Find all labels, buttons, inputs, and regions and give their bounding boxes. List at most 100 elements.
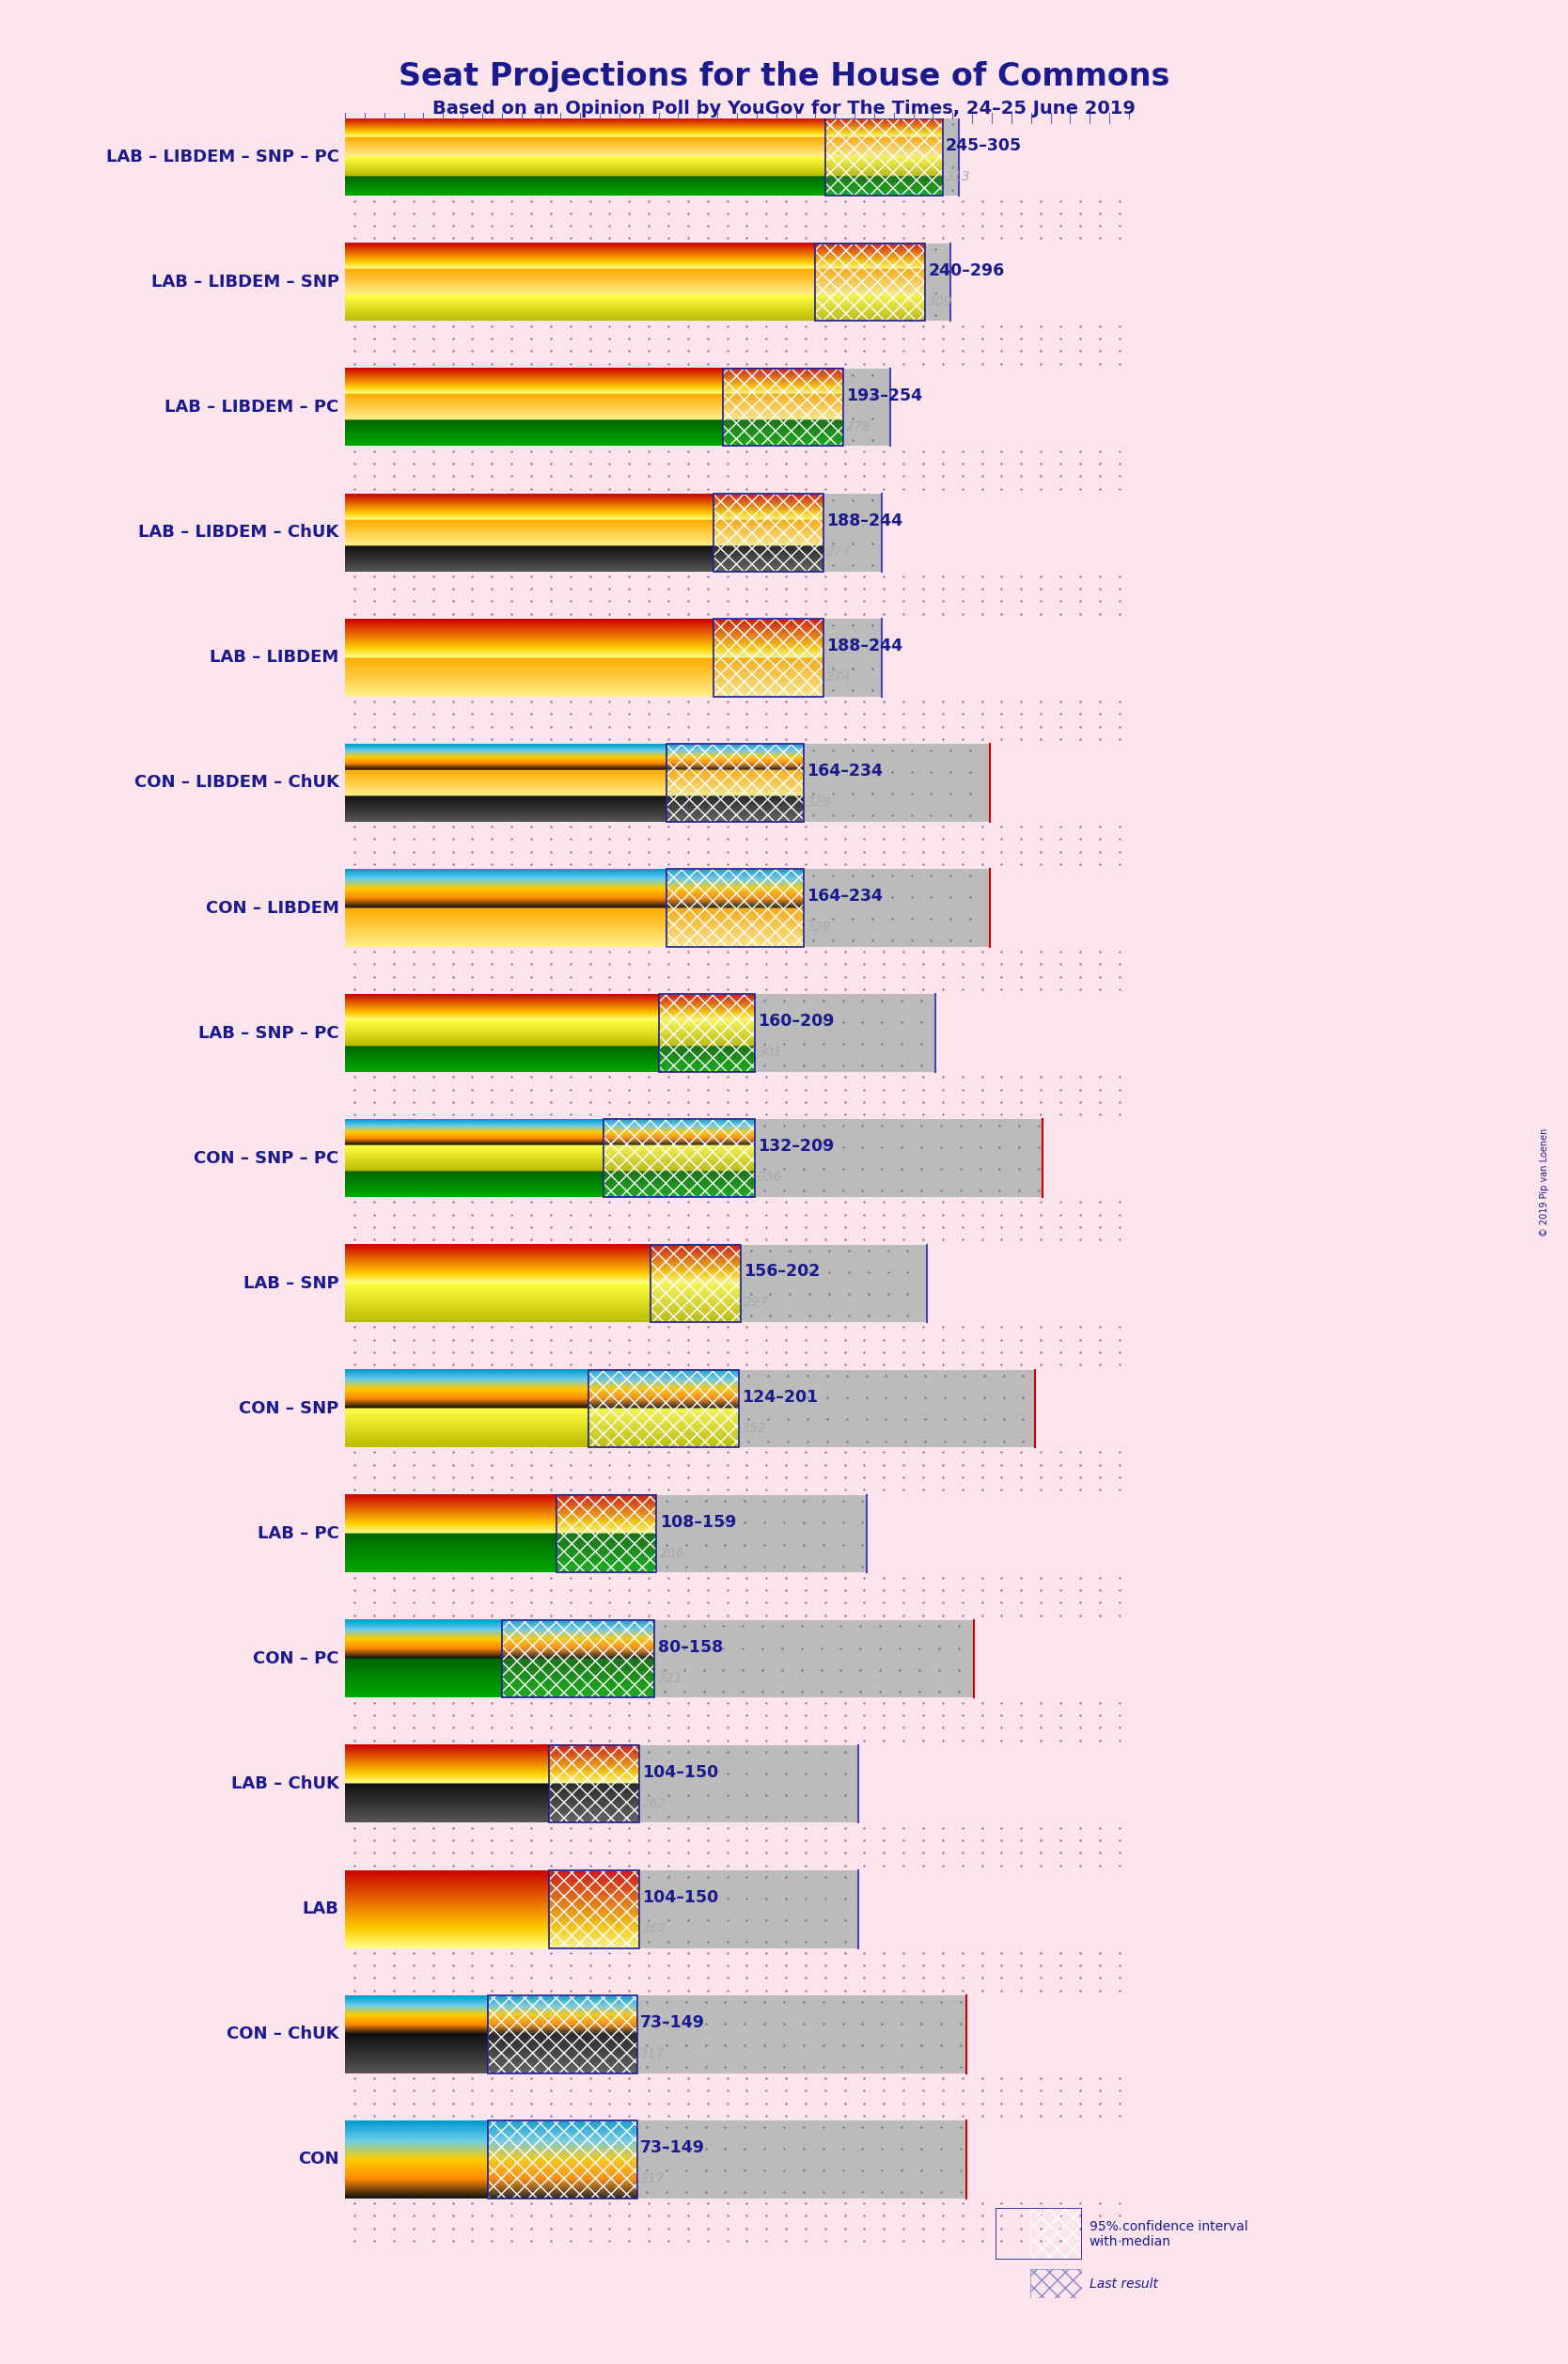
Bar: [345, 494, 881, 572]
Text: 309: 309: [928, 296, 953, 307]
Text: 240–296: 240–296: [928, 262, 1005, 279]
Text: 297: 297: [743, 1295, 768, 1310]
Bar: [345, 369, 889, 447]
Text: 104–150: 104–150: [641, 1889, 718, 1905]
Bar: [815, 243, 925, 322]
Text: 313: 313: [946, 170, 971, 182]
Text: LAB – PC: LAB – PC: [257, 1525, 339, 1541]
Text: CON – ChUK: CON – ChUK: [227, 2026, 339, 2042]
Text: 329: 329: [806, 920, 831, 934]
Text: LAB – ChUK: LAB – ChUK: [230, 1775, 339, 1792]
Bar: [723, 369, 844, 447]
Text: 164–234: 164–234: [806, 764, 883, 780]
Bar: [502, 1619, 655, 1697]
Bar: [345, 243, 950, 322]
Bar: [502, 1619, 655, 1697]
Text: LAB – LIBDEM – SNP – PC: LAB – LIBDEM – SNP – PC: [107, 149, 339, 165]
Text: 317: 317: [640, 2047, 665, 2061]
Bar: [345, 1870, 859, 1948]
Text: 188–244: 188–244: [826, 513, 903, 530]
Text: 104–150: 104–150: [641, 1764, 718, 1780]
Bar: [557, 1494, 657, 1572]
Bar: [345, 118, 958, 196]
Bar: [1030, 2208, 1082, 2260]
Text: 274: 274: [826, 671, 851, 683]
Text: 329: 329: [806, 797, 831, 808]
Text: CON – LIBDEM – ChUK: CON – LIBDEM – ChUK: [135, 775, 339, 792]
Bar: [345, 1494, 866, 1572]
Text: CON – PC: CON – PC: [252, 1650, 339, 1667]
Text: 274: 274: [826, 546, 851, 558]
Text: 108–159: 108–159: [660, 1513, 735, 1530]
Text: 124–201: 124–201: [742, 1388, 818, 1404]
Text: 301: 301: [757, 1045, 782, 1059]
Text: 164–234: 164–234: [806, 889, 883, 905]
Text: LAB – LIBDEM – ChUK: LAB – LIBDEM – ChUK: [138, 525, 339, 541]
Text: LAB – LIBDEM: LAB – LIBDEM: [210, 650, 339, 667]
Bar: [659, 995, 754, 1071]
Text: 321: 321: [657, 1671, 682, 1686]
Text: 352: 352: [742, 1421, 767, 1435]
Bar: [713, 494, 823, 572]
Bar: [345, 1619, 974, 1697]
Text: Last result: Last result: [1090, 2277, 1159, 2291]
Text: 262: 262: [641, 1922, 666, 1936]
Bar: [713, 619, 823, 697]
Bar: [549, 1870, 638, 1948]
Bar: [815, 243, 925, 322]
Bar: [549, 1745, 638, 1823]
Text: 132–209: 132–209: [757, 1137, 834, 1156]
Bar: [549, 1745, 638, 1823]
Text: 317: 317: [640, 2173, 665, 2184]
Bar: [488, 2121, 637, 2199]
Bar: [345, 870, 989, 946]
Bar: [666, 745, 803, 823]
Bar: [588, 1369, 739, 1447]
Bar: [345, 1995, 966, 2073]
Bar: [825, 118, 942, 196]
Bar: [588, 1369, 739, 1447]
Bar: [345, 619, 881, 697]
Bar: [666, 870, 803, 946]
Bar: [604, 1121, 754, 1196]
Bar: [604, 1121, 754, 1196]
Text: LAB – SNP: LAB – SNP: [243, 1274, 339, 1291]
Text: 193–254: 193–254: [845, 388, 922, 404]
Text: 278: 278: [845, 421, 870, 433]
Text: © 2019 Pip van Loenen: © 2019 Pip van Loenen: [1540, 1128, 1549, 1236]
Bar: [825, 118, 942, 196]
Bar: [345, 2121, 966, 2199]
Bar: [345, 995, 935, 1071]
Bar: [345, 1745, 859, 1823]
Bar: [488, 1995, 637, 2073]
Text: 73–149: 73–149: [640, 2014, 704, 2031]
Bar: [557, 1494, 657, 1572]
Bar: [666, 745, 803, 823]
Text: CON – LIBDEM: CON – LIBDEM: [205, 898, 339, 917]
Text: CON: CON: [298, 2151, 339, 2168]
Text: 73–149: 73–149: [640, 2139, 704, 2156]
Text: LAB: LAB: [303, 1901, 339, 1917]
Text: 245–305: 245–305: [946, 137, 1022, 154]
Bar: [713, 619, 823, 697]
Bar: [666, 870, 803, 946]
Bar: [651, 1243, 740, 1321]
Text: LAB – LIBDEM – PC: LAB – LIBDEM – PC: [165, 400, 339, 416]
Bar: [488, 2121, 637, 2199]
Bar: [1030, 2269, 1082, 2298]
Bar: [659, 995, 754, 1071]
Text: CON – SNP: CON – SNP: [240, 1399, 339, 1416]
Text: 156–202: 156–202: [743, 1262, 820, 1281]
Text: 160–209: 160–209: [757, 1012, 834, 1031]
Bar: [345, 1243, 927, 1321]
Bar: [345, 745, 989, 823]
Text: LAB – LIBDEM – SNP: LAB – LIBDEM – SNP: [151, 274, 339, 291]
Text: LAB – SNP – PC: LAB – SNP – PC: [199, 1024, 339, 1043]
Bar: [345, 1369, 1035, 1447]
Text: Based on an Opinion Poll by YouGov for The Times, 24–25 June 2019: Based on an Opinion Poll by YouGov for T…: [433, 99, 1135, 118]
Bar: [713, 494, 823, 572]
Text: CON – SNP – PC: CON – SNP – PC: [194, 1149, 339, 1168]
Bar: [345, 1121, 1043, 1196]
Bar: [723, 369, 844, 447]
Text: 95% confidence interval
with median: 95% confidence interval with median: [1090, 2220, 1248, 2248]
